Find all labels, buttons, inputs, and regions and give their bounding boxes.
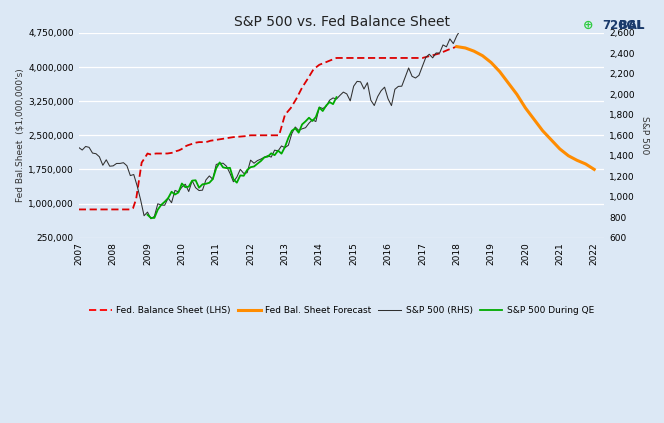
Y-axis label: Fed Bal.Sheet  ($1,000,000's): Fed Bal.Sheet ($1,000,000's)	[15, 69, 24, 202]
Title: S&P 500 vs. Fed Balance Sheet: S&P 500 vs. Fed Balance Sheet	[234, 15, 450, 29]
Text: 720GL: 720GL	[602, 19, 644, 32]
Text: BAL: BAL	[590, 19, 644, 32]
Text: ⊕: ⊕	[583, 19, 594, 32]
Legend: Fed. Balance Sheet (LHS), Fed Bal. Sheet Forecast, S&P 500 (RHS), S&P 500 During: Fed. Balance Sheet (LHS), Fed Bal. Sheet…	[86, 303, 598, 319]
Y-axis label: S&P 500: S&P 500	[640, 116, 649, 154]
